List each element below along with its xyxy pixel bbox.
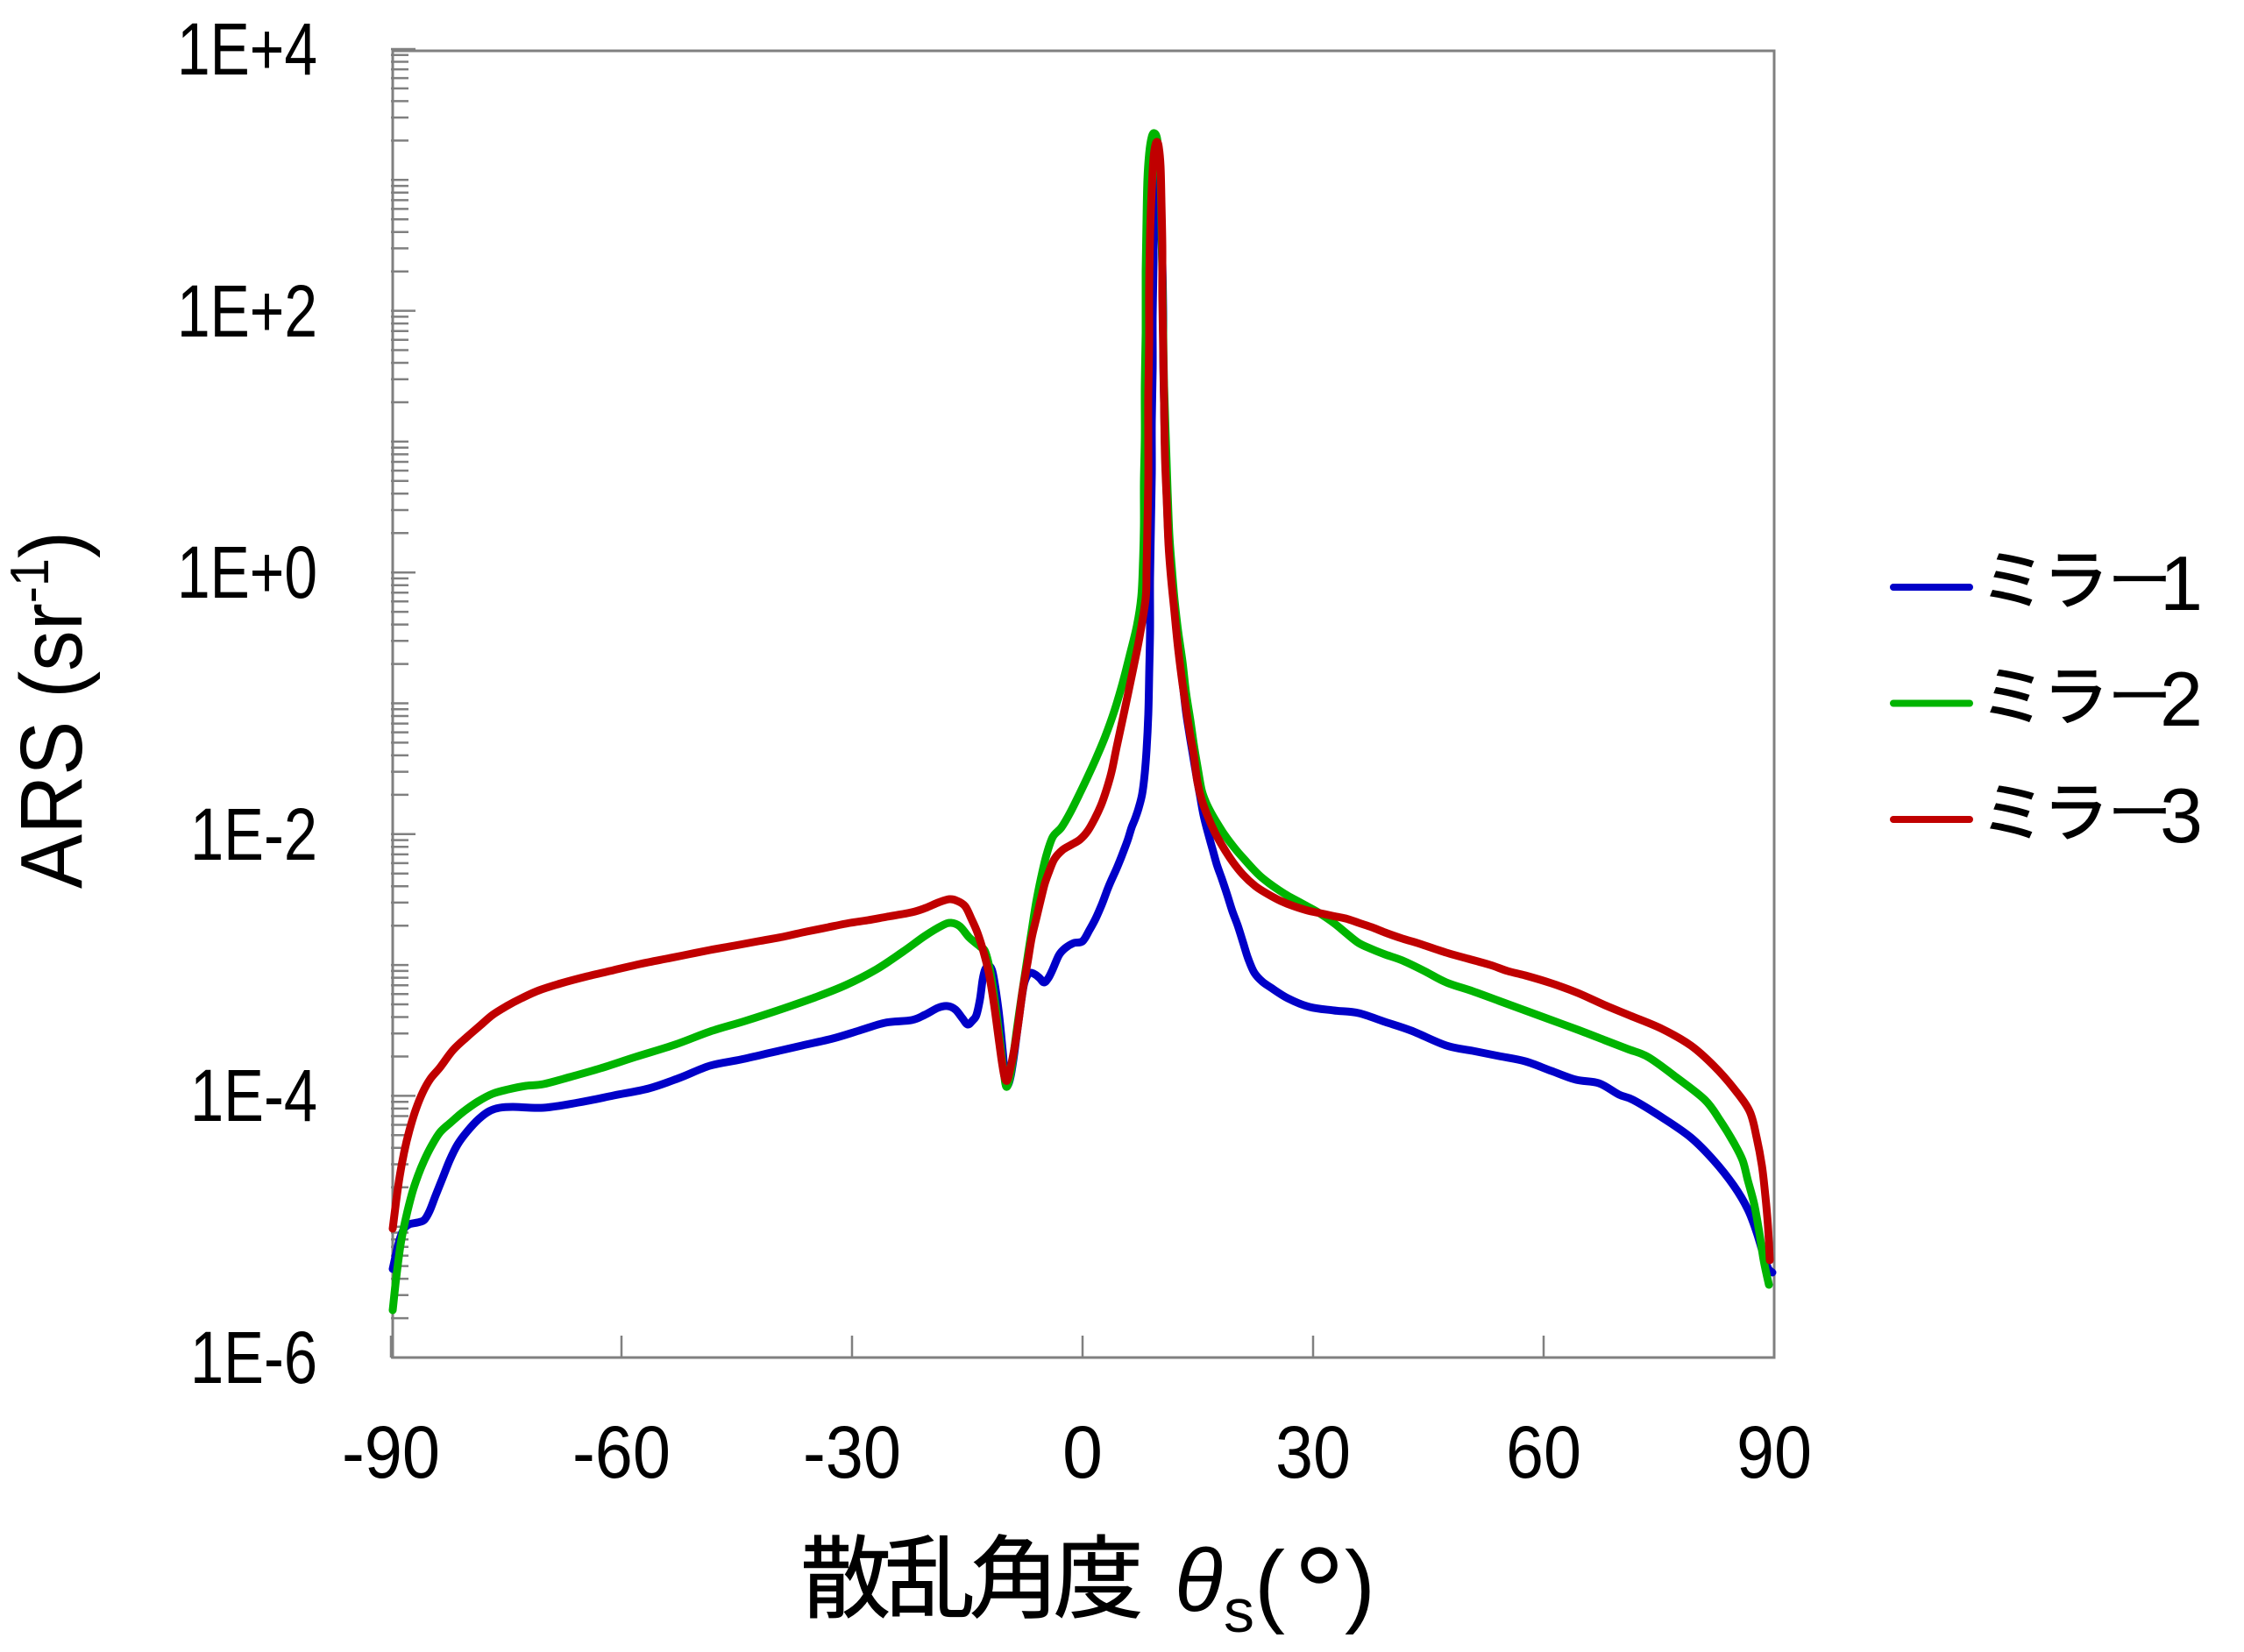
svg-text:1E-6: 1E-6: [190, 1316, 317, 1399]
svg-text:30: 30: [1275, 1411, 1351, 1493]
svg-text:3: 3: [2160, 772, 2203, 859]
svg-text:-30: -30: [803, 1411, 901, 1493]
svg-text:θ: θ: [1175, 1532, 1223, 1630]
svg-text:60: 60: [1506, 1411, 1581, 1493]
svg-text:1E+4: 1E+4: [177, 8, 317, 90]
svg-text:1E+2: 1E+2: [177, 270, 317, 352]
svg-text:1E-4: 1E-4: [190, 1054, 317, 1137]
svg-text:): ): [1345, 1533, 1375, 1635]
svg-text:90: 90: [1736, 1411, 1812, 1493]
svg-text:0: 0: [1062, 1411, 1103, 1493]
svg-text:1: 1: [2160, 540, 2203, 627]
svg-text:1E-2: 1E-2: [190, 793, 317, 876]
svg-text:2: 2: [2160, 656, 2203, 742]
svg-text:(: (: [1254, 1533, 1285, 1635]
svg-text:1E+0: 1E+0: [177, 531, 317, 613]
svg-text:-90: -90: [342, 1411, 440, 1493]
svg-text:s: s: [1224, 1577, 1254, 1645]
svg-text:-60: -60: [572, 1411, 671, 1493]
